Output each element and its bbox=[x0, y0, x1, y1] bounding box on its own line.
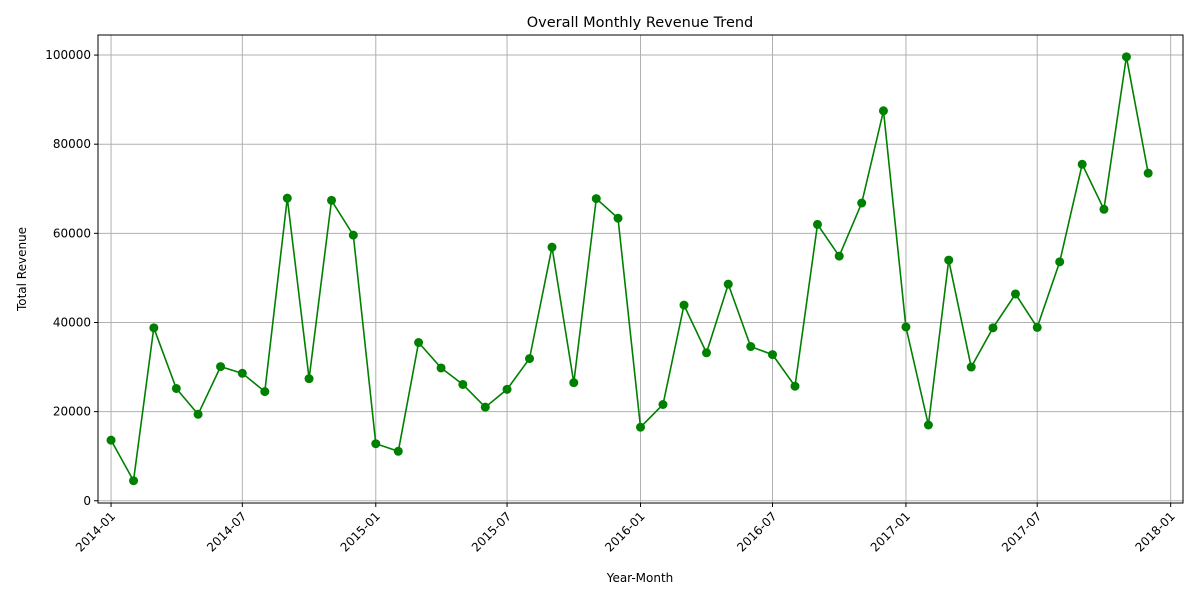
x-tick-label: 2017-01 bbox=[868, 509, 913, 554]
data-point bbox=[636, 422, 645, 432]
data-point bbox=[547, 242, 557, 252]
data-point bbox=[746, 342, 756, 352]
revenue-series-line bbox=[110, 56, 1149, 484]
data-point bbox=[171, 383, 181, 393]
data-point bbox=[767, 350, 777, 360]
data-point bbox=[480, 402, 490, 412]
data-point bbox=[1077, 159, 1087, 169]
x-axis-ticks: 2014-01 2014-07 2015-01 2015-07 2016-01 2016-… bbox=[73, 503, 1178, 555]
y-tick-label: 40000 bbox=[53, 315, 91, 329]
y-tick-label: 60000 bbox=[53, 226, 91, 240]
chart-title: Overall Monthly Revenue Trend bbox=[527, 15, 754, 31]
data-point bbox=[129, 476, 139, 486]
data-point bbox=[857, 198, 867, 208]
data-point bbox=[723, 279, 733, 289]
x-tick-label: 2016-01 bbox=[602, 509, 647, 554]
data-point bbox=[304, 374, 314, 384]
y-axis-ticks: 0 20000 40000 60000 80000 100000 bbox=[45, 48, 98, 508]
data-point bbox=[679, 300, 689, 310]
grid-lines bbox=[98, 35, 1183, 503]
data-point bbox=[591, 194, 601, 204]
data-point bbox=[371, 439, 381, 449]
data-point bbox=[327, 195, 337, 205]
data-point bbox=[282, 193, 292, 203]
data-point bbox=[1010, 289, 1020, 299]
data-point bbox=[237, 368, 247, 378]
x-axis-label: Year-Month bbox=[606, 571, 674, 585]
data-point bbox=[701, 348, 711, 358]
x-tick-label: 2017-07 bbox=[999, 509, 1044, 554]
data-point bbox=[988, 323, 998, 333]
data-point bbox=[193, 409, 203, 419]
data-point bbox=[878, 106, 888, 116]
data-point bbox=[812, 219, 822, 229]
data-point bbox=[502, 384, 512, 394]
data-point bbox=[458, 379, 468, 389]
data-point bbox=[414, 338, 424, 348]
data-point bbox=[216, 362, 226, 372]
y-tick-label: 100000 bbox=[45, 48, 91, 62]
data-point bbox=[149, 323, 159, 333]
y-axis-label: Total Revenue bbox=[15, 227, 29, 312]
data-point bbox=[1032, 322, 1042, 332]
data-point bbox=[1055, 257, 1065, 267]
data-point bbox=[569, 378, 579, 388]
data-point bbox=[393, 446, 403, 456]
data-point bbox=[260, 387, 270, 397]
y-tick-label: 20000 bbox=[53, 405, 91, 419]
x-tick-label: 2018-01 bbox=[1132, 509, 1177, 554]
x-tick-label: 2014-07 bbox=[204, 509, 249, 554]
y-tick-label: 80000 bbox=[53, 137, 91, 151]
y-tick-label: 0 bbox=[83, 494, 91, 508]
x-tick-label: 2016-07 bbox=[734, 509, 779, 554]
data-point bbox=[790, 381, 800, 391]
data-point bbox=[1099, 204, 1109, 214]
data-point bbox=[613, 213, 623, 223]
data-point bbox=[525, 354, 535, 364]
series-line-group bbox=[110, 56, 1149, 484]
data-point bbox=[348, 230, 358, 240]
x-tick-label: 2014-01 bbox=[73, 509, 118, 554]
data-point bbox=[1143, 168, 1153, 178]
x-tick-label: 2015-01 bbox=[338, 509, 383, 554]
data-point bbox=[436, 363, 446, 373]
data-point bbox=[106, 435, 116, 445]
data-point bbox=[901, 322, 911, 332]
data-point bbox=[966, 362, 976, 372]
data-point bbox=[923, 420, 933, 430]
x-tick-label: 2015-07 bbox=[469, 509, 514, 554]
data-point-markers bbox=[106, 52, 1153, 486]
data-point bbox=[1121, 52, 1131, 62]
data-point bbox=[944, 255, 954, 265]
data-point bbox=[658, 399, 668, 409]
data-point bbox=[834, 251, 844, 261]
